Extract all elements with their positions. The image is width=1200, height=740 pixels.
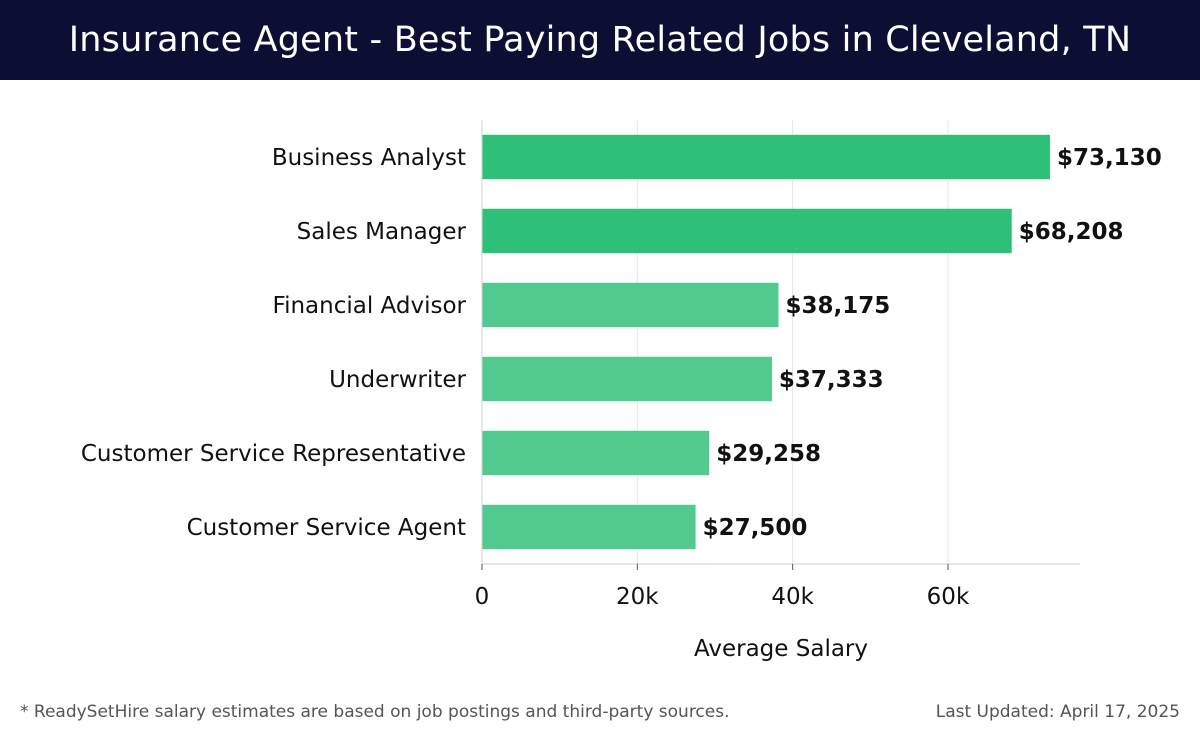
bar <box>482 504 696 550</box>
category-label: Business Analyst <box>272 145 466 171</box>
x-axis-title: Average Salary <box>694 636 868 662</box>
bar <box>482 430 710 476</box>
x-tick-label: 20k <box>616 584 659 610</box>
category-label: Customer Service Representative <box>81 441 466 467</box>
chart-title: Insurance Agent - Best Paying Related Jo… <box>68 20 1132 60</box>
bar-chart: $73,130 Business Analyst $68,208 Sales Mana… <box>81 120 1162 662</box>
bar-value-label: $27,500 <box>703 515 808 541</box>
footnote: * ReadySetHire salary estimates are base… <box>20 702 730 722</box>
bar-value-label: $38,175 <box>785 293 890 319</box>
bar-value-label: $37,333 <box>779 367 884 393</box>
bar <box>482 356 772 402</box>
bar-value-label: $73,130 <box>1057 145 1162 171</box>
chart-header: Insurance Agent - Best Paying Related Jo… <box>0 0 1200 80</box>
bar-value-label: $29,258 <box>716 441 821 467</box>
x-tick-label: 0 <box>475 584 490 610</box>
category-label: Sales Manager <box>297 219 467 245</box>
x-tick-label: 60k <box>927 584 970 610</box>
bar <box>482 208 1012 254</box>
x-tick-label: 40k <box>771 584 814 610</box>
last-updated: Last Updated: April 17, 2025 <box>935 702 1180 722</box>
bar <box>482 282 779 328</box>
category-label: Financial Advisor <box>273 293 467 319</box>
category-label: Customer Service Agent <box>187 515 466 541</box>
category-label: Underwriter <box>329 367 466 393</box>
bar-value-label: $68,208 <box>1019 219 1124 245</box>
bar <box>482 134 1050 180</box>
